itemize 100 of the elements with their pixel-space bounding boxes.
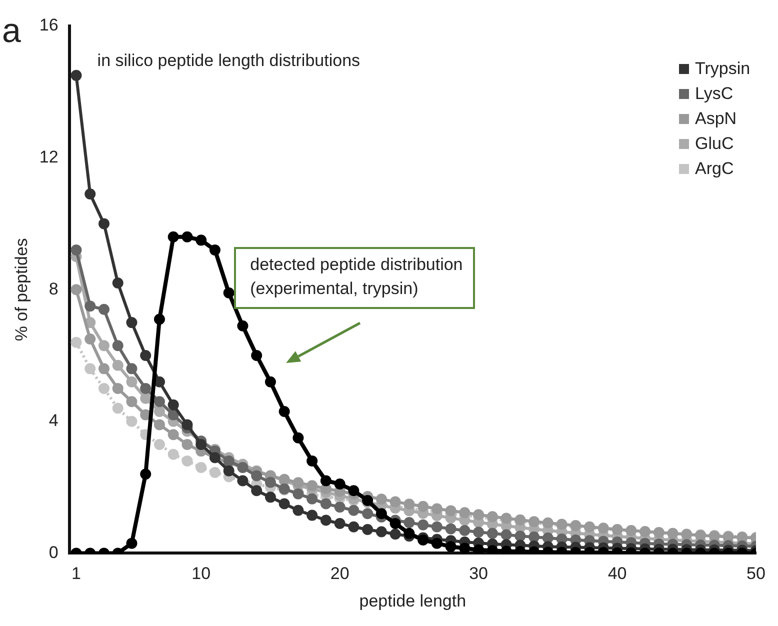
point bbox=[348, 504, 360, 516]
text: a bbox=[2, 12, 21, 50]
point bbox=[306, 480, 318, 492]
point bbox=[431, 538, 442, 549]
x-axis-title: peptide length bbox=[359, 591, 466, 610]
point bbox=[251, 350, 262, 361]
point bbox=[182, 419, 193, 430]
point bbox=[112, 382, 124, 394]
point bbox=[306, 510, 318, 521]
point bbox=[112, 340, 124, 352]
point bbox=[404, 517, 415, 528]
annotation: detected peptide distribution (experimental, trypsin) bbox=[234, 247, 475, 310]
point bbox=[140, 350, 152, 361]
point bbox=[362, 508, 374, 520]
point bbox=[98, 218, 110, 230]
point bbox=[251, 485, 262, 496]
point bbox=[84, 363, 96, 374]
point bbox=[445, 523, 456, 534]
point bbox=[70, 284, 82, 296]
point bbox=[320, 498, 332, 510]
point bbox=[264, 492, 276, 503]
x-tick-label: 1 bbox=[72, 564, 81, 584]
point bbox=[140, 468, 152, 480]
point bbox=[140, 382, 152, 394]
point bbox=[196, 234, 207, 246]
y-tick-label: 12 bbox=[39, 147, 58, 166]
legend-label: LysC bbox=[695, 83, 734, 105]
point bbox=[404, 528, 415, 539]
point bbox=[154, 406, 165, 418]
point bbox=[70, 336, 82, 348]
y-tick-label: 0 bbox=[48, 542, 58, 562]
point bbox=[154, 396, 165, 408]
y-tick-label: 4 bbox=[48, 411, 58, 430]
point bbox=[98, 304, 110, 315]
point bbox=[98, 382, 110, 394]
x-tick-label: 40 bbox=[608, 564, 627, 584]
point bbox=[182, 231, 193, 242]
point bbox=[278, 406, 290, 418]
point bbox=[320, 475, 332, 486]
point bbox=[237, 320, 248, 332]
point bbox=[376, 508, 387, 520]
point bbox=[390, 518, 401, 530]
point bbox=[320, 514, 332, 526]
point bbox=[126, 538, 138, 549]
point bbox=[182, 438, 193, 450]
annotation: in silico peptide length distributions bbox=[97, 51, 360, 70]
point bbox=[126, 376, 138, 388]
point bbox=[223, 465, 234, 476]
point bbox=[168, 448, 179, 460]
point bbox=[528, 532, 540, 543]
point bbox=[292, 477, 304, 488]
point bbox=[84, 300, 96, 312]
point bbox=[98, 340, 110, 352]
point bbox=[126, 317, 138, 328]
point bbox=[348, 485, 360, 496]
point bbox=[223, 287, 234, 298]
point bbox=[84, 188, 96, 200]
point bbox=[98, 363, 110, 374]
legend-label: AspN bbox=[695, 108, 737, 130]
point bbox=[264, 376, 276, 388]
point bbox=[70, 244, 82, 256]
point bbox=[486, 528, 498, 539]
point bbox=[126, 416, 138, 427]
point bbox=[376, 494, 387, 505]
point bbox=[126, 396, 138, 408]
x-tick-label: 30 bbox=[469, 564, 488, 584]
point bbox=[196, 438, 207, 450]
point bbox=[84, 334, 96, 345]
point bbox=[376, 526, 387, 538]
point bbox=[209, 244, 220, 256]
point bbox=[500, 529, 512, 540]
point bbox=[168, 429, 179, 440]
point bbox=[445, 505, 456, 516]
x-tick-label: 50 bbox=[746, 564, 766, 584]
point bbox=[445, 541, 456, 552]
point bbox=[209, 466, 220, 478]
point bbox=[140, 392, 152, 404]
point bbox=[334, 478, 346, 490]
point bbox=[459, 524, 470, 536]
point bbox=[278, 498, 290, 510]
point bbox=[196, 462, 207, 474]
point bbox=[112, 360, 124, 371]
point bbox=[390, 496, 401, 508]
y-axis-title: % of peptides bbox=[12, 238, 31, 342]
point bbox=[459, 542, 470, 554]
point bbox=[348, 521, 360, 532]
point bbox=[306, 493, 318, 504]
y-tick-label: 16 bbox=[39, 16, 58, 35]
x-tick-label: 10 bbox=[192, 564, 211, 584]
point bbox=[182, 455, 193, 466]
point bbox=[112, 402, 124, 414]
point bbox=[112, 278, 124, 289]
point bbox=[264, 476, 276, 488]
point bbox=[418, 519, 429, 530]
legend-label: GluC bbox=[695, 133, 734, 155]
point bbox=[126, 363, 138, 374]
point bbox=[154, 314, 165, 325]
point bbox=[306, 455, 318, 466]
x-tick-label: 20 bbox=[330, 564, 350, 584]
y-tick-label: 8 bbox=[48, 279, 58, 298]
